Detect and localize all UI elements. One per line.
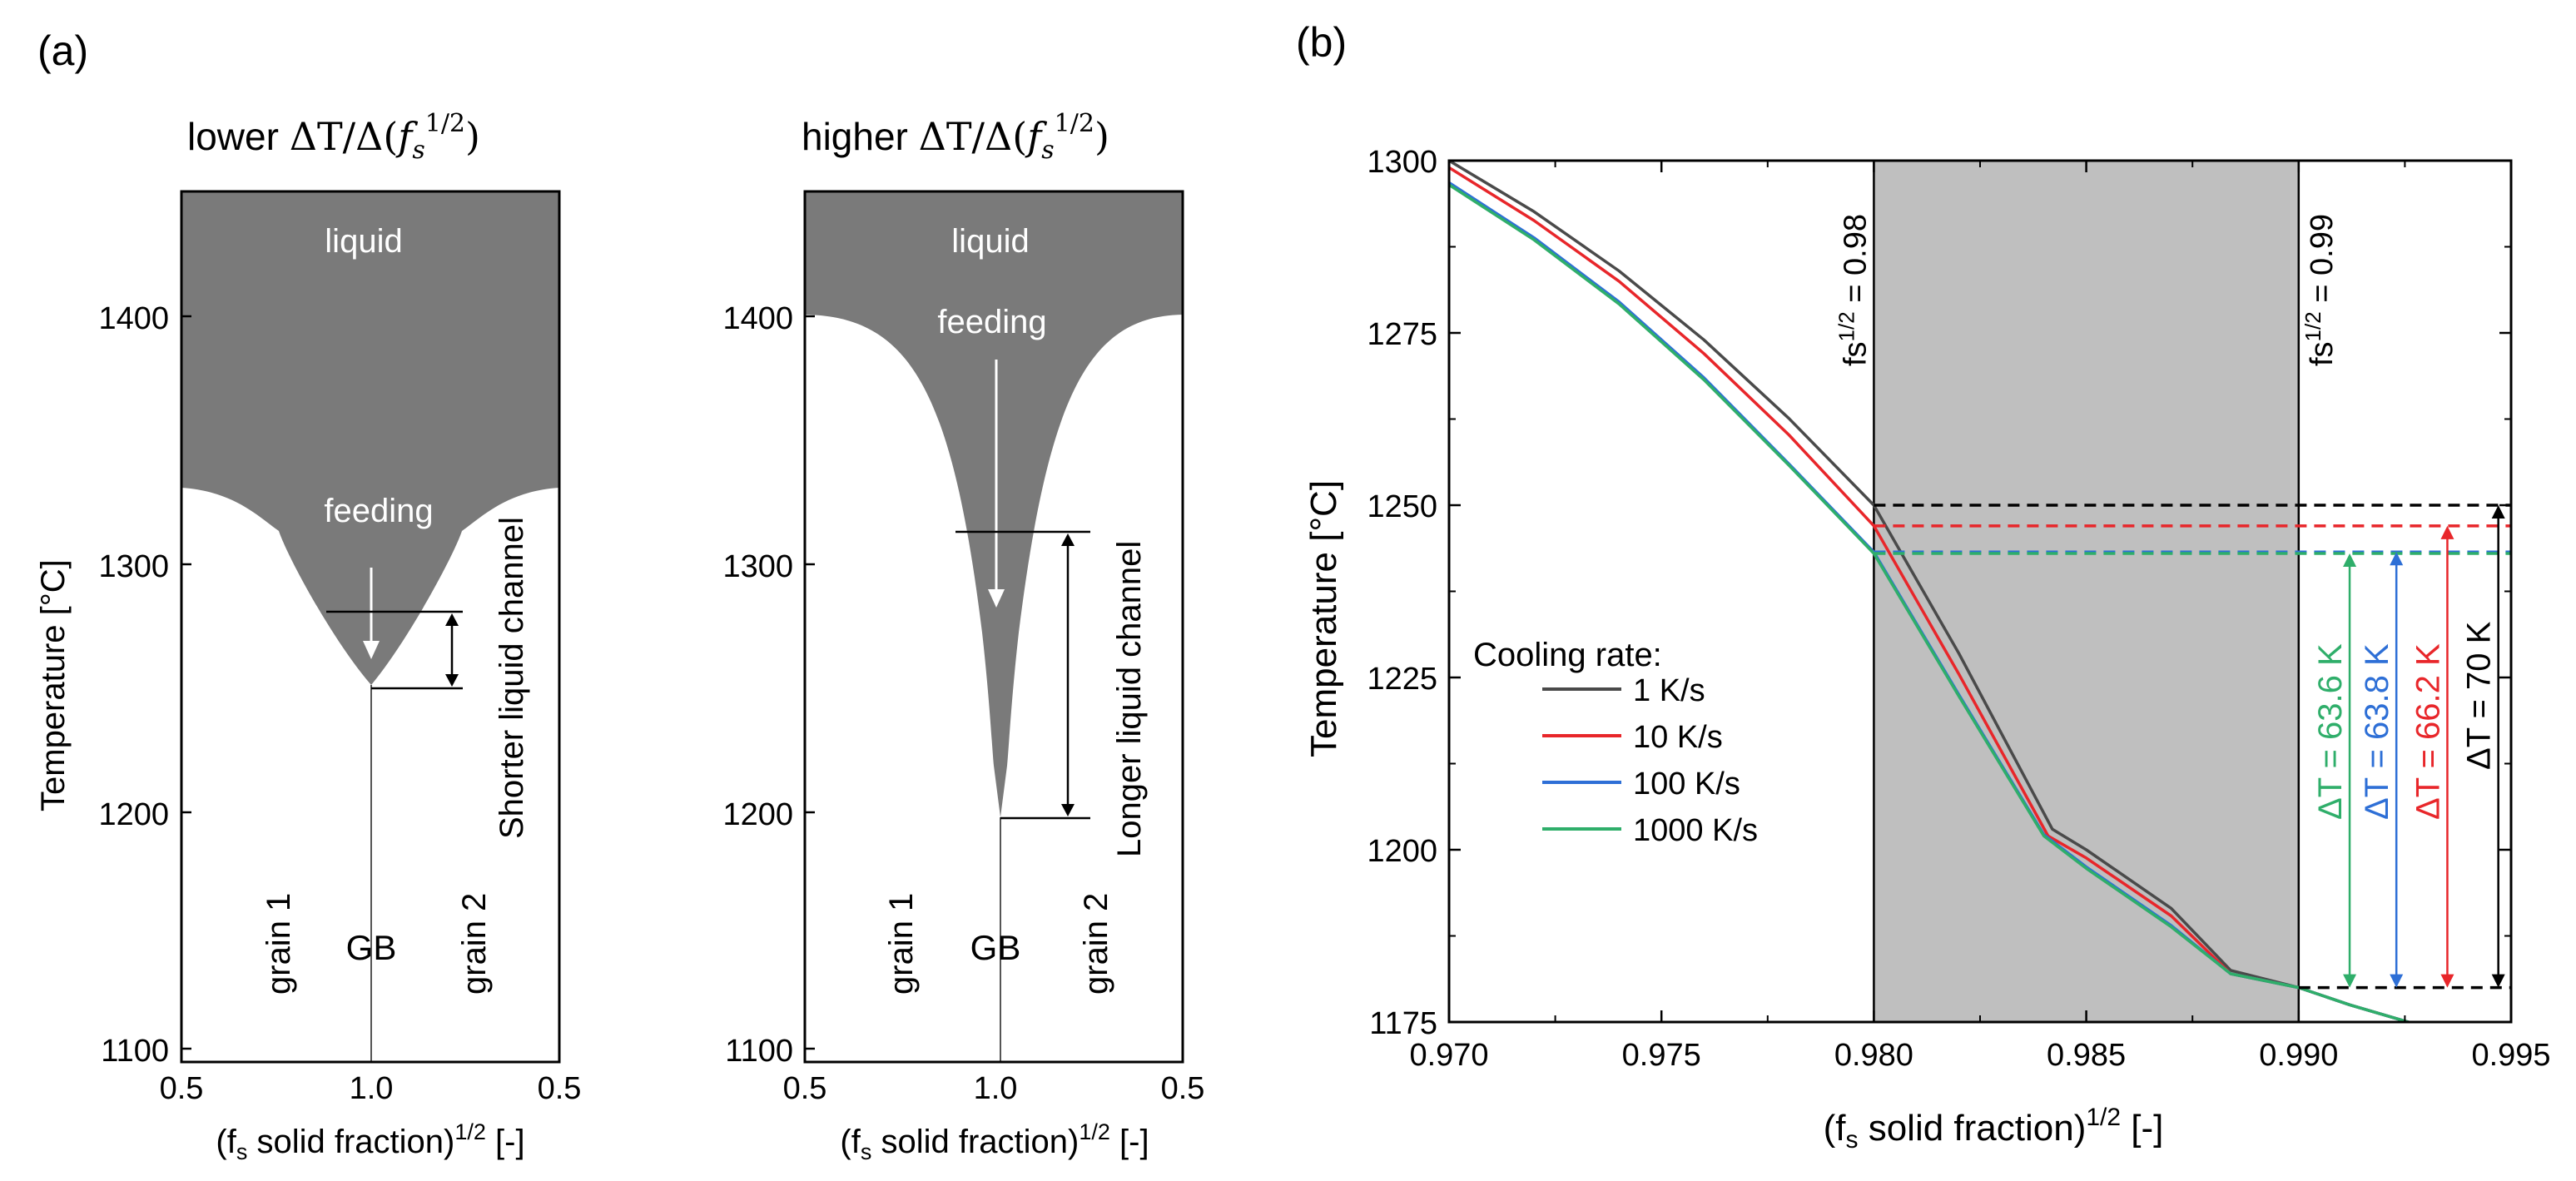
series-layer	[1449, 161, 2414, 1022]
channel-label-lower: Shorter liquid channel	[494, 517, 530, 839]
axes-frame-higher	[803, 190, 1184, 1064]
subplot-higher: higher ΔT/Δ(fs1/2) liquid feeding Longer…	[722, 109, 1204, 1164]
xtick-label: 0.995	[2471, 1038, 2550, 1073]
legend: Cooling rate: 1 K/s 10 K/s 100 K/s 1000 K/s	[1473, 637, 1758, 848]
yticks-higher	[805, 315, 815, 1050]
delta-label: ΔT = 63.6 K	[2312, 643, 2349, 820]
legend-label: 10 K/s	[1633, 720, 1723, 755]
xtick-label-higher: 1.0	[974, 1071, 1018, 1106]
gb-label-lower: GB	[346, 928, 397, 967]
panel-a-label: (a)	[37, 27, 88, 74]
delta-t-arrows: ΔT = 63.6 K ΔT = 63.8 K ΔT = 66.2 K ΔT = 70…	[2312, 505, 2505, 988]
delta-label: ΔT = 66.2 K	[2410, 643, 2446, 820]
xtick-label-lower: 0.5	[160, 1071, 204, 1106]
legend-label: 1 K/s	[1633, 673, 1705, 708]
subplot-lower-title: lower ΔT/Δ(fs1/2)	[187, 109, 480, 165]
ytick-label-lower: 1100	[101, 1034, 169, 1069]
channel-arrowhead-bottom-higher	[1061, 804, 1075, 816]
ytick-label-lower: 1200	[98, 797, 169, 832]
xlabel-lower: (fs solid fraction)1/2 [-]	[216, 1119, 524, 1164]
feeding-arrowhead-lower	[363, 641, 380, 659]
legend-label: 1000 K/s	[1633, 813, 1758, 848]
xtick-label: 0.970	[1409, 1038, 1488, 1073]
xlabel-b: (fs solid fraction)1/2 [-]	[1824, 1104, 2164, 1154]
vline-label-099: fs1/2 = 0.99	[2301, 214, 2340, 366]
subplot-lower: lower ΔT/Δ(fs1/2) liquid feeding Shorter…	[35, 109, 581, 1164]
dashed-reference-lines	[1874, 504, 2511, 990]
ytick-label: 1275	[1367, 317, 1437, 352]
delta-label: ΔT = 63.8 K	[2359, 643, 2395, 820]
grain2-label-higher: grain 2	[1078, 893, 1114, 995]
liquid-label-higher: liquid	[951, 223, 1029, 260]
xtick-label: 0.980	[1834, 1038, 1913, 1073]
panel-b-label: (b)	[1296, 19, 1347, 66]
channel-arrowhead-top-higher	[1061, 533, 1075, 546]
xtick-label-higher: 0.5	[1161, 1071, 1205, 1106]
legend-title: Cooling rate:	[1473, 637, 1662, 673]
delta-arrowhead-bottom	[2343, 974, 2357, 988]
delta-arrowhead-top	[2440, 525, 2454, 539]
axes-frame-lower	[180, 190, 561, 1064]
grain1-label-higher: grain 1	[883, 893, 920, 995]
liquid-label-lower: liquid	[325, 223, 402, 260]
vertical-lines	[1873, 161, 2301, 1022]
delta-arrowhead-bottom	[2440, 974, 2454, 988]
channel-arrowhead-bottom-lower	[445, 674, 459, 687]
ytick-label: 1175	[1369, 1006, 1437, 1041]
xtick-label: 0.990	[2259, 1038, 2338, 1073]
xtick-label: 0.985	[2047, 1038, 2126, 1073]
delta-arrowhead-bottom	[2390, 974, 2404, 988]
subplot-higher-title: higher ΔT/Δ(fs1/2)	[802, 109, 1109, 165]
vline-label-098: fs1/2 = 0.98	[1834, 214, 1873, 366]
yticks-lower	[181, 315, 191, 1050]
ytick-label: 1200	[1367, 834, 1437, 869]
liquid-region-higher	[805, 191, 1183, 817]
xtick-label-lower: 1.0	[350, 1071, 394, 1106]
feeding-label-lower: feeding	[324, 493, 433, 529]
ytick-label: 1300	[1367, 145, 1437, 180]
grain2-label-lower: grain 2	[456, 893, 493, 995]
delta-arrowhead-bottom	[2491, 974, 2505, 988]
delta-arrowhead-top	[2390, 552, 2404, 566]
feeding-label-higher: feeding	[937, 304, 1046, 340]
ytick-label-lower: 1300	[98, 549, 169, 584]
ytick-label-higher: 1200	[722, 797, 793, 832]
legend-items: 1 K/s 10 K/s 100 K/s 1000 K/s	[1542, 673, 1758, 848]
ytick-label: 1250	[1367, 489, 1437, 524]
feeding-arrowhead-higher	[988, 589, 1005, 608]
ytick-label-higher: 1300	[722, 549, 793, 584]
delta-arrowhead-top	[2491, 505, 2505, 519]
legend-label: 100 K/s	[1633, 767, 1740, 801]
liquid-region-lower	[181, 191, 559, 685]
channel-arrowhead-top-lower	[445, 613, 459, 626]
grain1-label-lower: grain 1	[261, 893, 297, 995]
ytick-label-higher: 1100	[725, 1034, 793, 1069]
delta-label: ΔT = 70 K	[2461, 621, 2498, 770]
delta-arrowhead-top	[2343, 553, 2357, 567]
ytick-label-lower: 1400	[98, 301, 169, 336]
ticks-b: 0.970 0.975 0.980 0.985 0.990 0.995 1175 1200 12…	[1367, 145, 2550, 1073]
ytick-label: 1225	[1367, 662, 1437, 697]
series-line-1000Ks	[1449, 183, 2414, 1022]
ytick-label-higher: 1400	[722, 301, 793, 336]
gb-label-higher: GB	[970, 928, 1021, 967]
shaded-region	[1874, 161, 2299, 1022]
channel-label-higher: Longer liquid channel	[1111, 541, 1148, 857]
xtick-label: 0.975	[1622, 1038, 1701, 1073]
xlabel-higher: (fs solid fraction)1/2 [-]	[840, 1119, 1149, 1164]
chart-b: ΔT = 63.6 K ΔT = 63.8 K ΔT = 66.2 K ΔT = 70…	[1303, 145, 2551, 1154]
ylabel-b: Temperature [°C]	[1303, 480, 1344, 757]
xtick-label-higher: 0.5	[783, 1071, 827, 1106]
xtick-label-lower: 0.5	[538, 1071, 582, 1106]
ylabel-lower: Temperature [°C]	[35, 559, 72, 811]
